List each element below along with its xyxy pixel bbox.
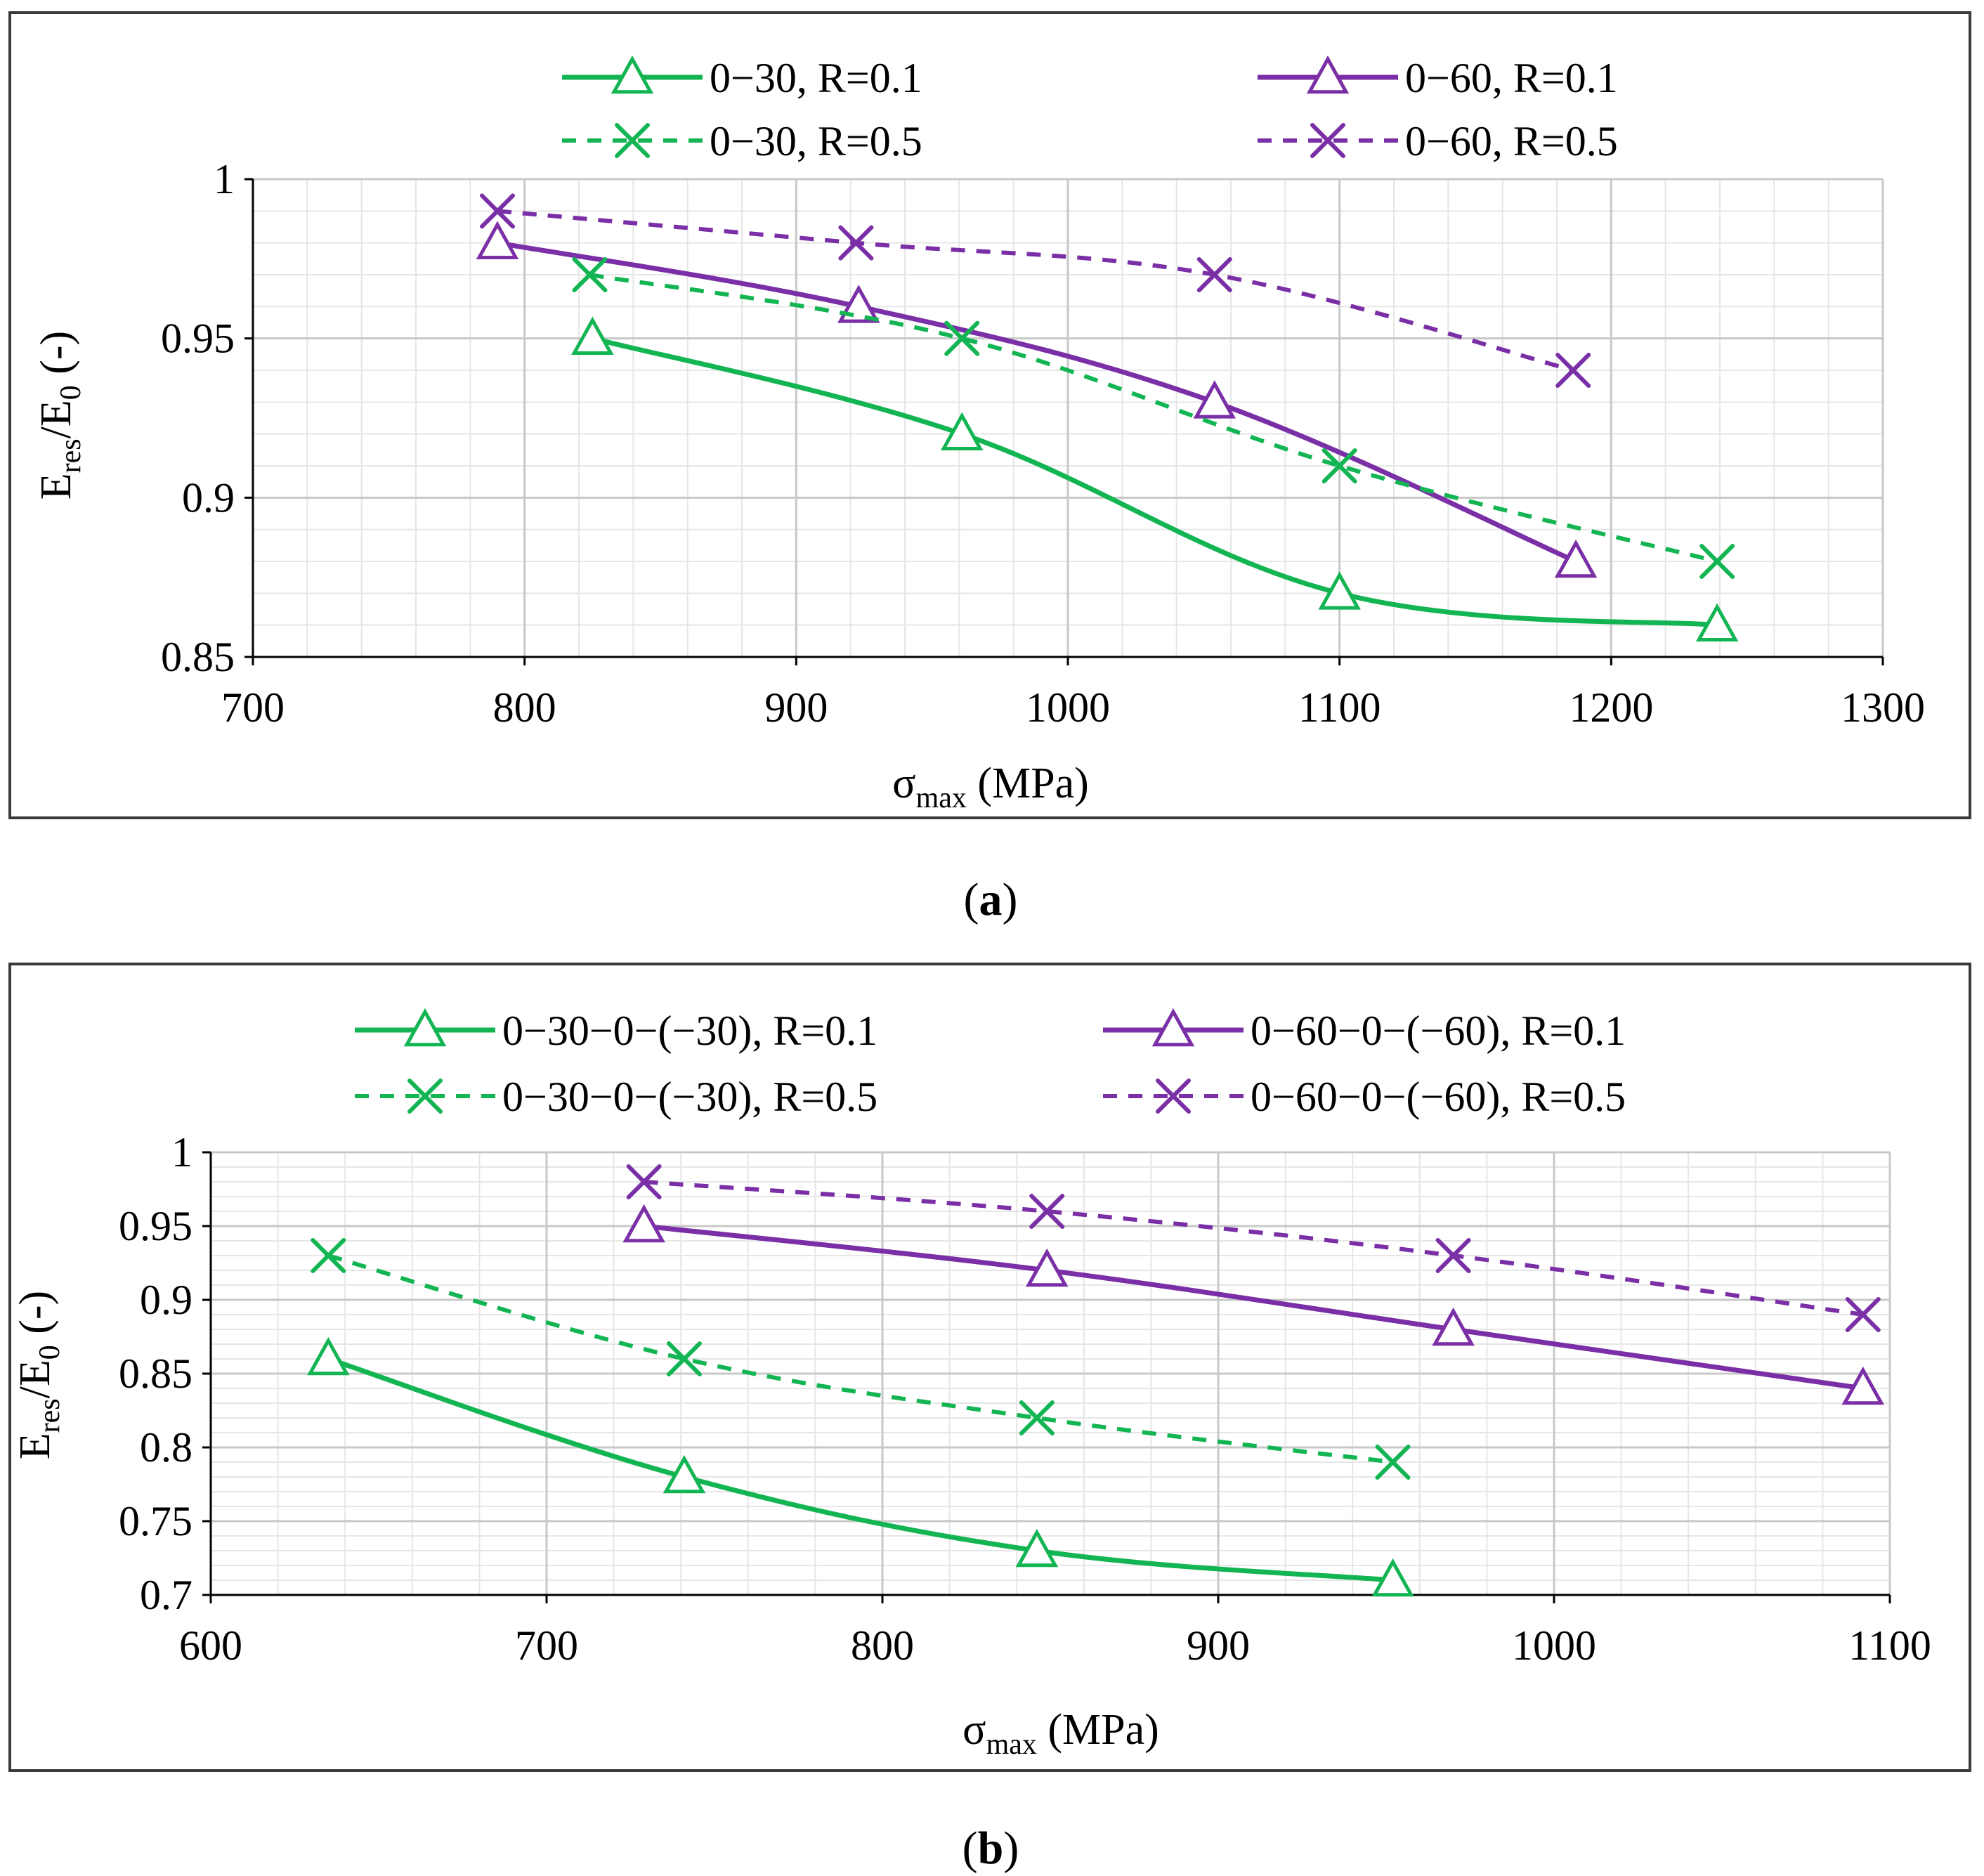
tick-labels: 700 800 900 1000 1100 1200 1300 0.85 0.9 0.95 1: [161, 156, 1925, 731]
data-point-marker: [307, 1336, 350, 1376]
data-point-marker: [666, 1341, 702, 1376]
legend-label: 0−60−0−(−60), R=0.1: [1251, 1008, 1626, 1054]
series-group: [476, 193, 1739, 641]
y-tick-label: 0.9: [140, 1277, 192, 1323]
series-group: [307, 1164, 1885, 1597]
panel-frame: [8, 963, 1971, 1772]
legend: 0−30, R=0.1 0−60, R=0.1 0−30, R=0.5 0−60, R…: [562, 55, 1618, 164]
x-tick-label: 700: [515, 1622, 578, 1669]
x-axis-label: σmax (MPa): [962, 1706, 1159, 1761]
data-point-marker: [572, 257, 608, 292]
y-tick-label: 0.95: [119, 1203, 192, 1249]
data-point-marker: [1845, 1297, 1881, 1332]
data-point-marker: [1375, 1445, 1411, 1480]
y-tick-label: 0.8: [140, 1424, 192, 1471]
legend-label: 0−30, R=0.5: [710, 118, 922, 164]
data-point-marker: [1015, 1528, 1059, 1568]
data-point-marker: [940, 412, 984, 450]
legend-label: 0−30−0−(−30), R=0.5: [502, 1074, 877, 1120]
x-tick-label: 1100: [1298, 684, 1381, 731]
legend-label: 0−30−0−(−30), R=0.1: [502, 1008, 877, 1054]
y-tick-label: 1: [171, 1129, 192, 1175]
x-axis-label: σmax (MPa): [892, 760, 1089, 814]
data-point-marker: [476, 221, 519, 259]
series-line: [644, 1180, 1864, 1317]
y-axis-label: Eres/E0 (-): [32, 331, 87, 500]
data-point-marker: [1554, 539, 1598, 578]
data-point-marker: [480, 193, 515, 229]
data-point-marker: [626, 1164, 662, 1199]
data-point-marker: [1695, 603, 1739, 641]
y-tick-label: 0.7: [140, 1572, 192, 1618]
data-point-marker: [1699, 544, 1735, 579]
legend-label: 0−60, R=0.1: [1405, 55, 1618, 101]
legend-marker: [1151, 1008, 1195, 1047]
legend-label: 0−60, R=0.5: [1405, 118, 1618, 164]
data-point-marker: [571, 316, 614, 355]
x-tick-label: 800: [493, 684, 556, 731]
data-point-marker: [311, 1238, 346, 1273]
legend-label: 0−30, R=0.1: [710, 55, 922, 101]
legend-marker: [1310, 123, 1345, 158]
data-point-marker: [838, 225, 874, 261]
data-point-marker: [1555, 353, 1591, 388]
data-point-marker: [1371, 1558, 1414, 1597]
x-tick-label: 1000: [1512, 1622, 1596, 1669]
data-point-marker: [1193, 380, 1236, 419]
x-tick-label: 1000: [1026, 684, 1110, 731]
tick-labels: 600 700 800 900 1000 1100 0.7 0.75 0.8 0.85 0.9 0.9…: [119, 1129, 1931, 1669]
y-tick-label: 0.9: [182, 474, 235, 521]
axes: [202, 1151, 1891, 1603]
x-tick-label: 900: [764, 684, 828, 731]
legend-marker: [1306, 55, 1350, 94]
legend-marker: [407, 1079, 443, 1114]
data-point-marker: [622, 1204, 665, 1243]
y-tick-label: 0.85: [161, 634, 235, 680]
series-line: [497, 209, 1574, 372]
x-tick-label: 600: [179, 1622, 242, 1669]
data-point-marker: [1321, 448, 1357, 483]
legend-marker: [615, 123, 650, 158]
y-tick-label: 0.75: [119, 1498, 192, 1544]
y-axis-label: Eres/E0 (-): [11, 1291, 66, 1459]
legend-label: 0−60−0−(−60), R=0.5: [1251, 1074, 1626, 1120]
panel-frame: [8, 11, 1971, 819]
data-point-marker: [1196, 257, 1232, 292]
axes: [244, 178, 1884, 665]
panel-label-b: (b): [962, 1823, 1019, 1874]
panel-label-a: (a): [964, 874, 1018, 925]
gridlines: [209, 1151, 1891, 1596]
data-point-marker: [1025, 1248, 1069, 1287]
data-point-marker: [1432, 1307, 1475, 1346]
data-point-marker: [1318, 571, 1361, 610]
x-tick-label: 1300: [1841, 684, 1925, 731]
x-tick-label: 1100: [1848, 1622, 1931, 1669]
data-point-marker: [944, 320, 980, 356]
data-point-marker: [1019, 1400, 1055, 1435]
legend: 0−30−0−(−30), R=0.1 0−60−0−(−60), R=0.1 0−…: [355, 1008, 1626, 1120]
x-tick-label: 1200: [1569, 684, 1653, 731]
legend-marker: [403, 1008, 447, 1047]
data-point-marker: [1841, 1366, 1885, 1405]
series-line: [592, 336, 1718, 628]
chart-panel-a: 700 800 900 1000 1100 1200 1300 0.85 0.9 0.95 1 0−…: [8, 11, 1971, 819]
series-line: [327, 1253, 1393, 1464]
legend-marker: [1156, 1079, 1191, 1114]
x-tick-label: 700: [221, 684, 285, 731]
data-point-marker: [1029, 1194, 1065, 1229]
chart-panel-b: 600 700 800 900 1000 1100 0.7 0.75 0.8 0.85 0.9 0.9…: [8, 963, 1971, 1772]
x-tick-label: 900: [1187, 1622, 1250, 1669]
data-point-marker: [663, 1454, 706, 1494]
x-tick-label: 800: [851, 1622, 914, 1669]
series-line: [327, 1356, 1393, 1583]
y-tick-label: 1: [214, 156, 235, 202]
data-point-marker: [1435, 1238, 1471, 1273]
series-line: [589, 273, 1718, 564]
legend-marker: [611, 55, 654, 94]
y-tick-label: 0.85: [119, 1350, 192, 1397]
y-tick-label: 0.95: [161, 315, 235, 362]
series-line: [644, 1223, 1864, 1391]
